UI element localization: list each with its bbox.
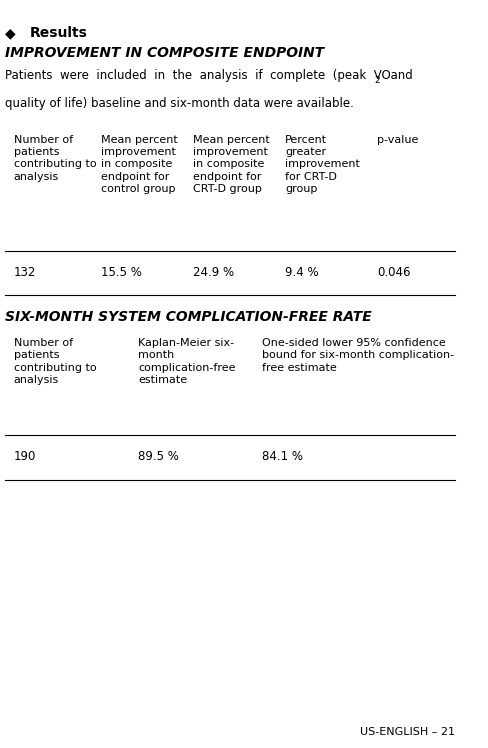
Text: Mean percent
improvement
in composite
endpoint for
control group: Mean percent improvement in composite en… [101,135,178,194]
Text: 132: 132 [14,266,36,278]
Text: Results: Results [30,26,87,40]
Text: Percent
greater
improvement
for CRT-D
group: Percent greater improvement for CRT-D gr… [285,135,359,194]
Text: 84.1 %: 84.1 % [262,450,303,463]
Text: and: and [382,69,412,82]
Text: Patients  were  included  in  the  analysis  if  complete  (peak  VO: Patients were included in the analysis i… [4,69,389,82]
Text: Number of
patients
contributing to
analysis: Number of patients contributing to analy… [14,338,96,385]
Text: p-value: p-value [376,135,418,144]
Text: quality of life) baseline and six-month data were available.: quality of life) baseline and six-month … [4,97,353,110]
Text: 190: 190 [14,450,36,463]
Text: 89.5 %: 89.5 % [138,450,179,463]
Text: One-sided lower 95% confidence
bound for six-month complication-
free estimate: One-sided lower 95% confidence bound for… [262,338,453,373]
Text: ◆: ◆ [4,26,15,40]
Text: US-ENGLISH – 21: US-ENGLISH – 21 [360,727,454,737]
Text: 15.5 %: 15.5 % [101,266,142,278]
Text: SIX-MONTH SYSTEM COMPLICATION-FREE RATE: SIX-MONTH SYSTEM COMPLICATION-FREE RATE [4,310,370,325]
Text: Number of
patients
contributing to
analysis: Number of patients contributing to analy… [14,135,96,182]
Text: 9.4 %: 9.4 % [285,266,318,278]
Text: Mean percent
improvement
in composite
endpoint for
CRT-D group: Mean percent improvement in composite en… [193,135,269,194]
Text: 0.046: 0.046 [376,266,410,278]
Text: 2: 2 [374,76,380,85]
Text: IMPROVEMENT IN COMPOSITE ENDPOINT: IMPROVEMENT IN COMPOSITE ENDPOINT [4,46,323,61]
Text: Kaplan-Meier six-
month
complication-free
estimate: Kaplan-Meier six- month complication-fre… [138,338,235,385]
Text: 24.9 %: 24.9 % [193,266,234,278]
